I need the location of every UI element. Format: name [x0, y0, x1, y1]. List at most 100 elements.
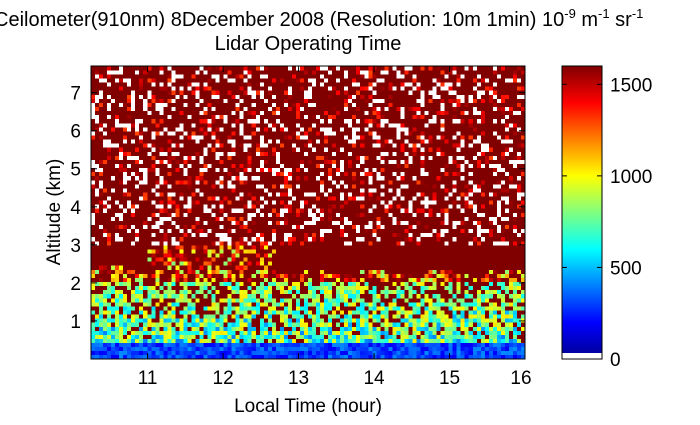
heatmap-cell [231, 212, 236, 217]
heatmap-cell [332, 78, 337, 83]
heatmap-cell [119, 159, 124, 164]
heatmap-cell [267, 82, 273, 87]
heatmap-cell [275, 118, 281, 124]
heatmap-cell [119, 269, 124, 274]
heatmap-cell [360, 236, 365, 242]
heatmap-cell [143, 167, 148, 173]
heatmap-cell [127, 253, 132, 258]
heatmap-cell [103, 354, 108, 360]
heatmap-cell [91, 354, 96, 360]
heatmap-cell [263, 184, 269, 189]
heatmap-cell [251, 261, 257, 266]
heatmap-cell [215, 122, 220, 128]
heatmap-cell [119, 127, 124, 132]
heatmap-cell [267, 204, 273, 209]
heatmap-cell [215, 249, 220, 254]
heatmap-cell [123, 253, 128, 258]
heatmap-cell [291, 114, 297, 120]
heatmap-cell [267, 175, 273, 181]
heatmap-cell [340, 86, 345, 91]
heatmap-cell [332, 224, 337, 230]
heatmap-cell [123, 163, 128, 169]
heatmap-cell [348, 346, 353, 352]
heatmap-cell [191, 277, 196, 282]
heatmap-cell [223, 167, 228, 173]
heatmap-cell [332, 171, 337, 177]
heatmap-cell [119, 196, 124, 201]
heatmap-cell [251, 338, 257, 344]
heatmap-cell [344, 114, 349, 120]
heatmap-cell [115, 318, 120, 323]
heatmap-cell [356, 90, 361, 95]
heatmap-cell [219, 179, 224, 185]
heatmap-cell [352, 322, 357, 327]
heatmap-cell [151, 346, 156, 352]
heatmap-cell [348, 306, 353, 311]
heatmap-cell [203, 240, 208, 246]
heatmap-cell [207, 122, 212, 128]
heatmap-cell [352, 277, 357, 282]
heatmap-cell [131, 228, 136, 234]
heatmap-cell [283, 131, 289, 136]
heatmap-cell [175, 151, 180, 156]
heatmap-cell [348, 151, 353, 156]
heatmap-cell [191, 354, 196, 360]
heatmap-cell [247, 208, 253, 213]
heatmap-cell [223, 82, 228, 87]
heatmap-cell [360, 310, 365, 315]
heatmap-cell [203, 204, 208, 209]
heatmap-cell [131, 70, 136, 75]
heatmap-cell [295, 110, 301, 116]
heatmap-cell [207, 147, 212, 152]
heatmap-cell [324, 151, 329, 156]
heatmap-cell [251, 204, 257, 209]
heatmap-cell [259, 306, 265, 311]
heatmap-cell [199, 110, 204, 116]
heatmap-cell [299, 184, 305, 189]
heatmap-cell [271, 179, 277, 185]
heatmap-cell [263, 167, 269, 173]
heatmap-cell [303, 135, 309, 140]
heatmap-cell [163, 78, 168, 83]
heatmap-cell [211, 293, 216, 299]
heatmap-cell [135, 90, 140, 95]
heatmap-cell [231, 98, 236, 103]
heatmap-cell [364, 175, 369, 181]
heatmap-cell [299, 302, 305, 307]
heatmap-cell [215, 273, 220, 278]
heatmap-cell [283, 212, 289, 217]
heatmap-cell [291, 155, 297, 160]
heatmap-cell [187, 74, 192, 79]
heatmap-cell [344, 240, 349, 246]
heatmap-cell [155, 310, 160, 315]
heatmap-cell [239, 269, 245, 274]
heatmap-cell [223, 163, 228, 169]
heatmap-cell [239, 66, 245, 71]
heatmap-cell [364, 70, 369, 75]
heatmap-cell [231, 297, 236, 303]
heatmap-cell [139, 240, 144, 246]
heatmap-cell [123, 354, 128, 360]
heatmap-cell [191, 118, 196, 124]
heatmap-cell [303, 139, 309, 144]
heatmap-cell [352, 74, 357, 79]
heatmap-cell [275, 78, 281, 83]
heatmap-cell [95, 127, 100, 132]
heatmap-cell [328, 224, 333, 230]
heatmap-cell [243, 188, 249, 193]
heatmap-cell [344, 289, 349, 295]
heatmap-cell [199, 310, 204, 315]
heatmap-cell [231, 204, 236, 209]
heatmap-cell [147, 163, 152, 169]
heatmap-cell [135, 188, 140, 193]
heatmap-cell [183, 175, 188, 181]
heatmap-cell [171, 143, 176, 148]
heatmap-cell [183, 131, 188, 136]
heatmap-cell [299, 322, 305, 327]
heatmap-cell [175, 346, 180, 352]
heatmap-cell [247, 102, 253, 107]
heatmap-cell [111, 184, 116, 189]
heatmap-cell [271, 346, 277, 352]
heatmap-cell [103, 139, 108, 144]
heatmap-cell [163, 151, 168, 156]
